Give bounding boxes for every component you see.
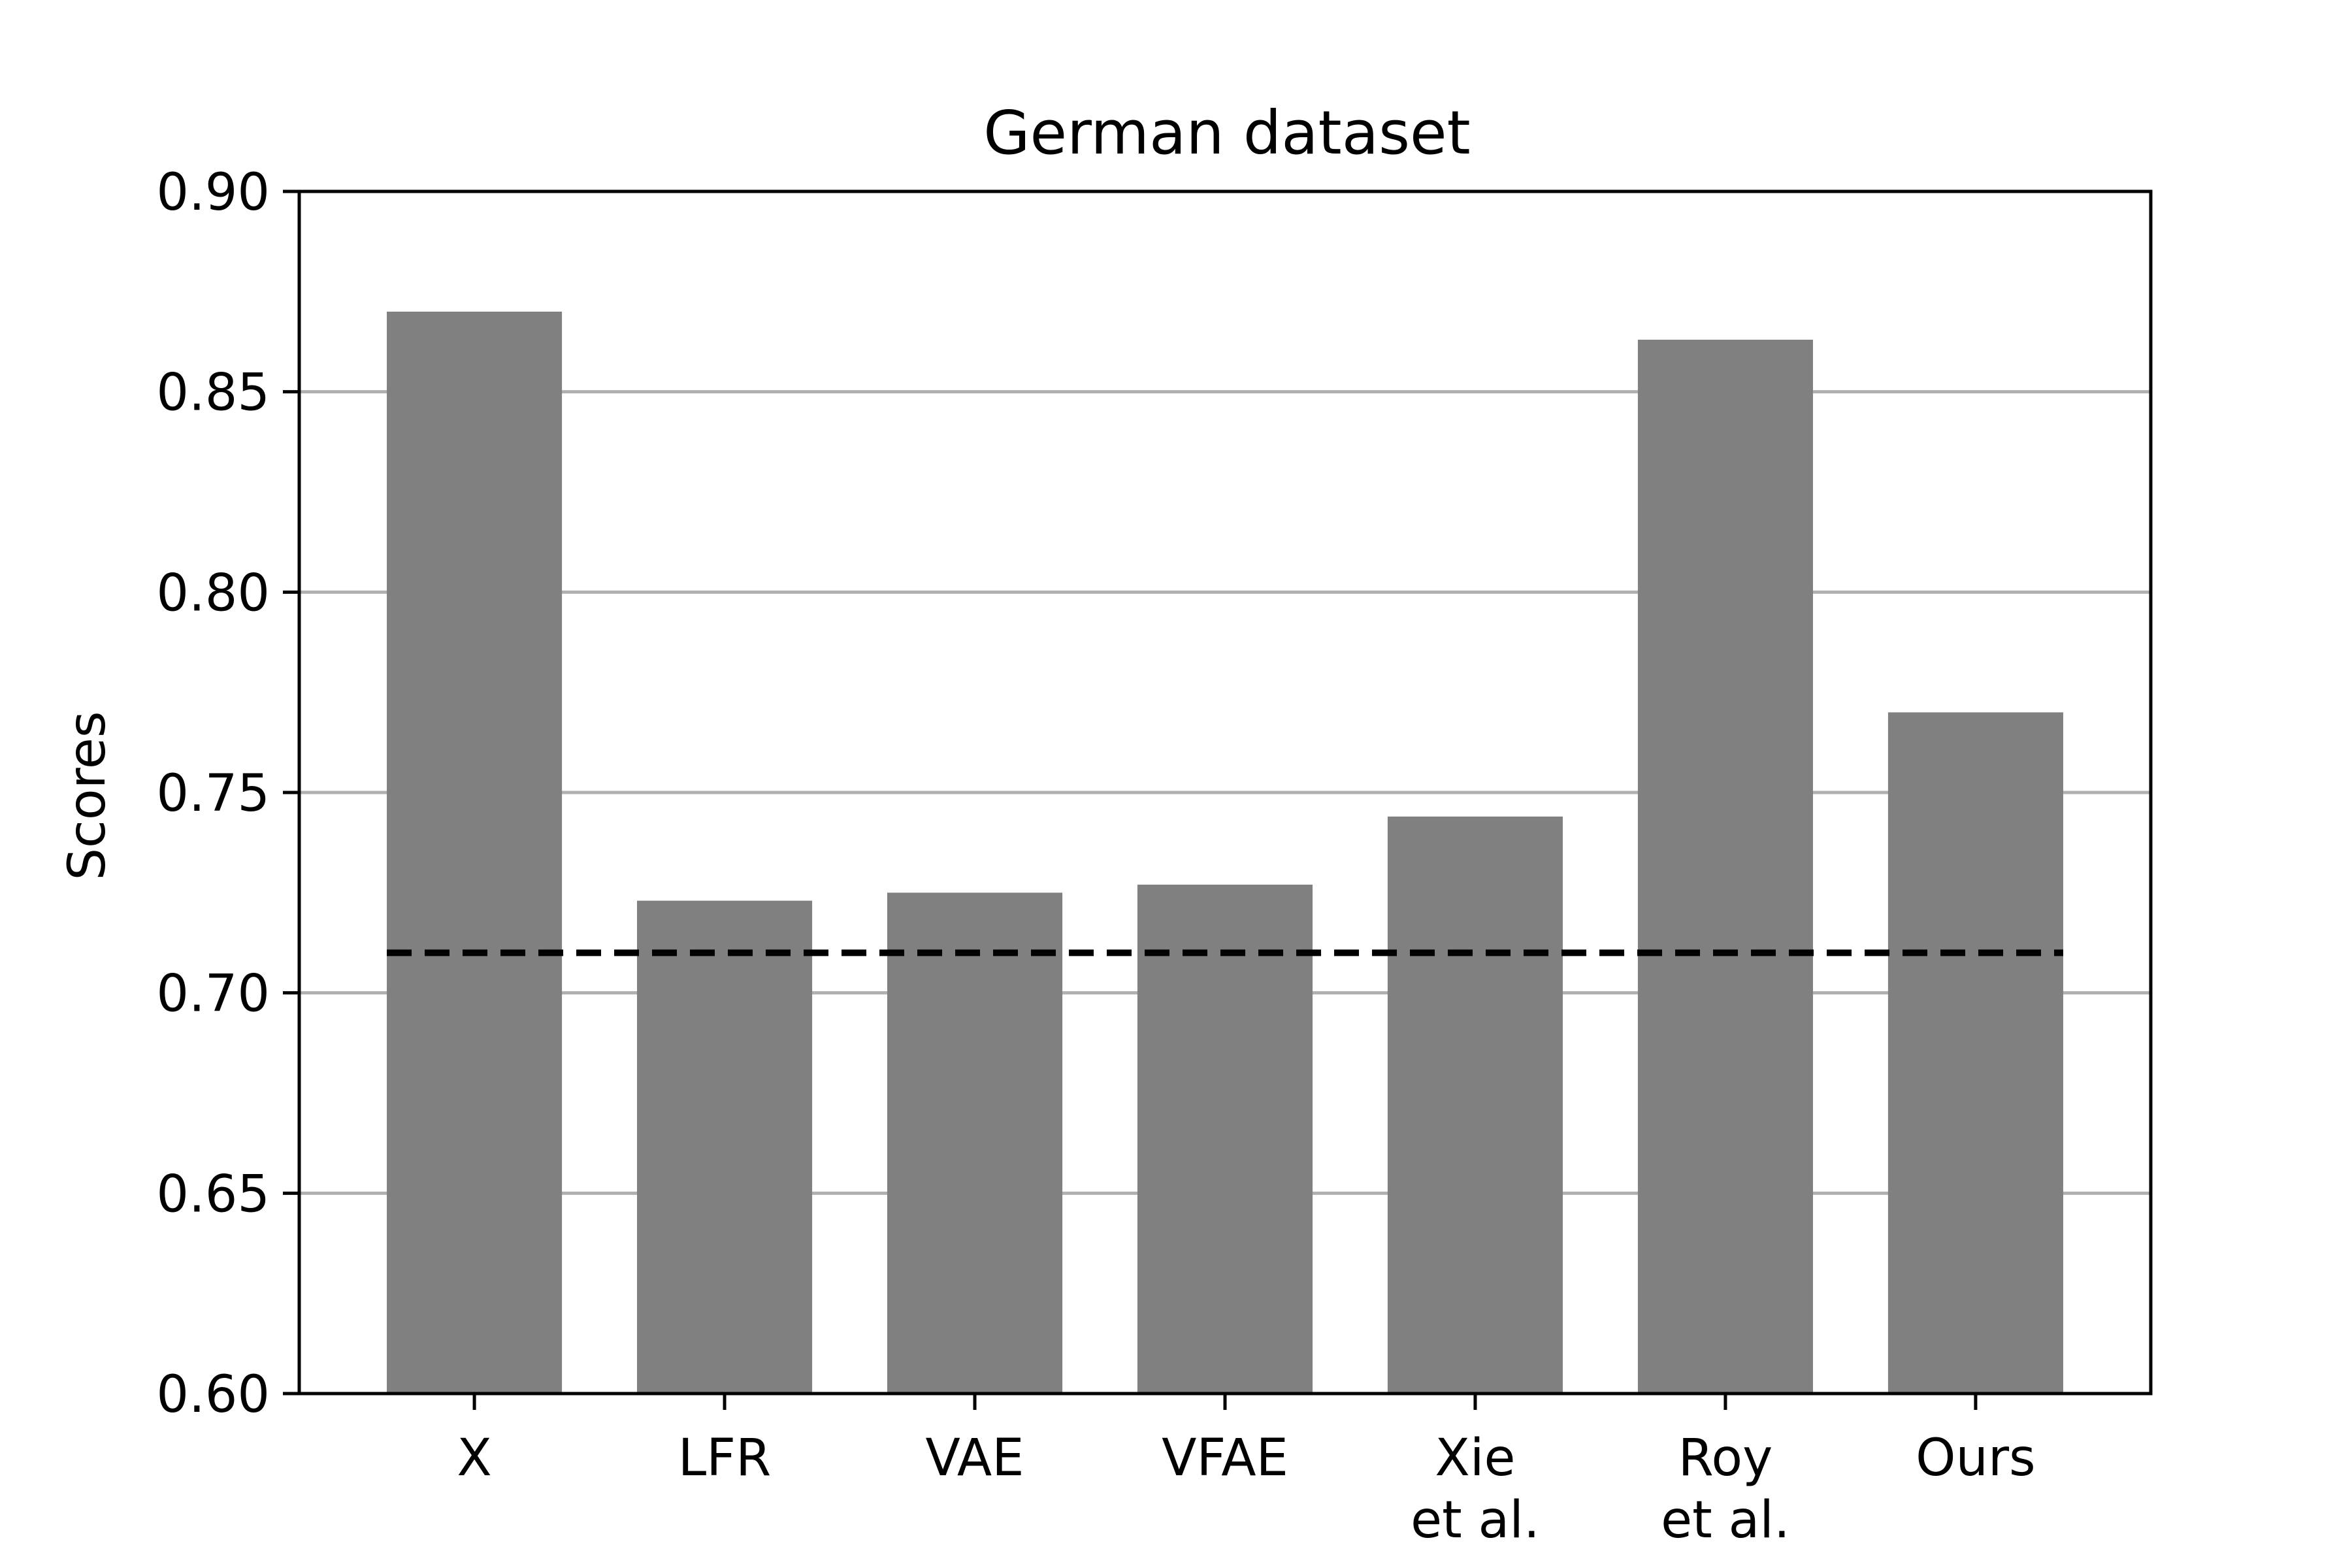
- axes: 0.60 0.65 0.70 0.75 0.80 0.85 0.90 X LFR VAE VFAE X…: [156, 163, 2153, 1550]
- y-tick-label: 0.60: [156, 1365, 270, 1424]
- bar-ours: [1887, 712, 2063, 1394]
- x-tick-label: LFR: [678, 1429, 772, 1488]
- x-tick-label: Roy et al.: [1661, 1429, 1790, 1550]
- bars: [387, 312, 2063, 1394]
- bar-roy-et-al: [1637, 339, 1813, 1394]
- y-tick-label: 0.75: [156, 764, 270, 823]
- x-tick-label: VFAE: [1162, 1429, 1288, 1488]
- bar-xie-et-al: [1387, 816, 1563, 1394]
- bar-vfae: [1137, 885, 1313, 1394]
- chart-title: German dataset: [983, 98, 1470, 168]
- x-tick-label: Xie et al.: [1411, 1429, 1540, 1550]
- y-axis-label: Scores: [58, 711, 117, 880]
- bar-vae: [887, 892, 1063, 1394]
- y-tick-label: 0.85: [156, 364, 270, 423]
- x-tick-label: Ours: [1916, 1429, 2036, 1488]
- y-tick-label: 0.65: [156, 1165, 270, 1224]
- bar-lfr: [637, 900, 813, 1394]
- bar-x: [387, 312, 563, 1394]
- y-tick-label: 0.70: [156, 965, 270, 1024]
- x-tick-label: X: [457, 1429, 491, 1488]
- x-tick-label: VAE: [926, 1429, 1024, 1488]
- y-tick-label: 0.90: [156, 163, 270, 222]
- y-tick-label: 0.80: [156, 564, 270, 623]
